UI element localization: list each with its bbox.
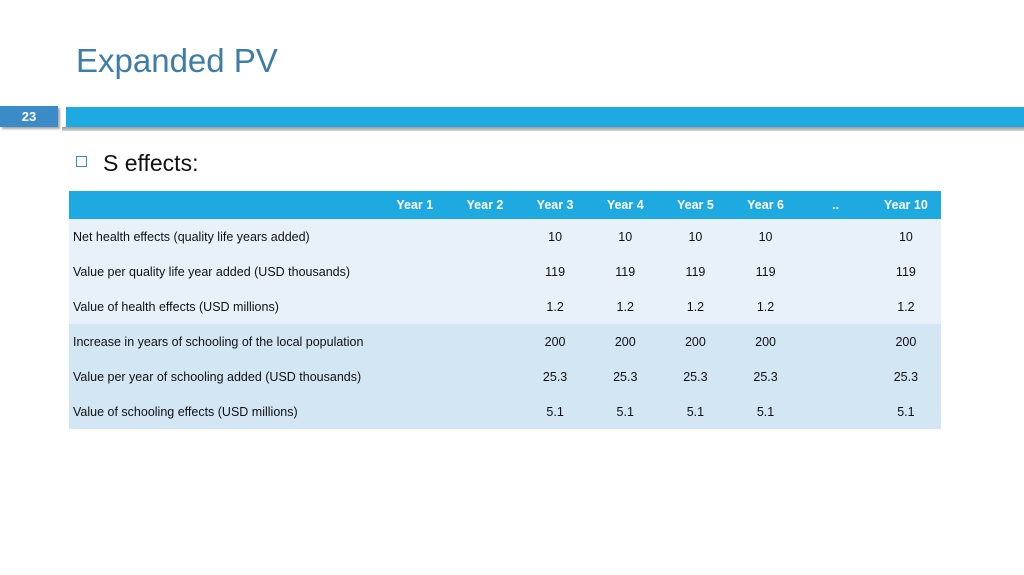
table-cell: 25.3 bbox=[730, 359, 801, 394]
table-cell bbox=[449, 219, 521, 254]
table-cell: 10 bbox=[730, 219, 801, 254]
bullet-item: S effects: bbox=[76, 150, 198, 177]
table-cell bbox=[379, 359, 450, 394]
table-cell bbox=[379, 289, 450, 324]
table-cell bbox=[800, 394, 871, 429]
header-cell bbox=[69, 191, 380, 219]
table-row: Increase in years of schooling of the lo… bbox=[69, 324, 941, 359]
table-cell bbox=[800, 219, 871, 254]
table-cell: 200 bbox=[590, 324, 661, 359]
table-cell: 5.1 bbox=[520, 394, 591, 429]
table-cell: 25.3 bbox=[590, 359, 661, 394]
table-cell: 119 bbox=[590, 254, 661, 289]
row-label: Value of schooling effects (USD millions… bbox=[69, 394, 380, 429]
table-cell: 5.1 bbox=[590, 394, 661, 429]
header-cell: Year 3 bbox=[520, 191, 591, 219]
table-cell: 1.2 bbox=[870, 289, 941, 324]
table-cell: 5.1 bbox=[730, 394, 801, 429]
table-row: Value of schooling effects (USD millions… bbox=[69, 394, 941, 429]
table-cell: 119 bbox=[660, 254, 731, 289]
row-label: Net health effects (quality life years a… bbox=[69, 219, 380, 254]
table-cell: 1.2 bbox=[590, 289, 661, 324]
row-label: Value per year of schooling added (USD t… bbox=[69, 359, 380, 394]
table-cell: 25.3 bbox=[870, 359, 941, 394]
header-cell: Year 1 bbox=[379, 191, 450, 219]
row-label: Value of health effects (USD millions) bbox=[69, 289, 380, 324]
table-cell: 25.3 bbox=[660, 359, 731, 394]
slide-number-badge: 23 bbox=[0, 106, 58, 127]
accent-bar-shadow bbox=[62, 127, 1024, 131]
table-cell bbox=[449, 359, 521, 394]
table-cell bbox=[449, 324, 521, 359]
table-cell: 1.2 bbox=[730, 289, 801, 324]
table-cell bbox=[379, 254, 450, 289]
table-cell: 119 bbox=[730, 254, 801, 289]
title-accent-bar bbox=[66, 107, 1024, 127]
table-row: Value of health effects (USD millions) 1… bbox=[69, 289, 941, 324]
table-cell: 10 bbox=[590, 219, 661, 254]
header-cell: Year 4 bbox=[590, 191, 661, 219]
table-cell: 200 bbox=[520, 324, 591, 359]
table-cell bbox=[800, 324, 871, 359]
table-cell bbox=[449, 254, 521, 289]
table-header-row: Year 1 Year 2 Year 3 Year 4 Year 5 Year … bbox=[69, 191, 941, 219]
header-cell: Year 10 bbox=[870, 191, 941, 219]
row-label: Value per quality life year added (USD t… bbox=[69, 254, 380, 289]
header-cell: Year 2 bbox=[449, 191, 521, 219]
table-cell: 200 bbox=[730, 324, 801, 359]
header-cell: Year 5 bbox=[660, 191, 731, 219]
table-cell: 10 bbox=[520, 219, 591, 254]
table-cell bbox=[379, 324, 450, 359]
table-cell bbox=[800, 359, 871, 394]
table-cell bbox=[800, 254, 871, 289]
table-cell: 1.2 bbox=[660, 289, 731, 324]
table-row: Value per quality life year added (USD t… bbox=[69, 254, 941, 289]
table-cell: 200 bbox=[660, 324, 731, 359]
table-row: Net health effects (quality life years a… bbox=[69, 219, 941, 254]
table-cell: 5.1 bbox=[660, 394, 731, 429]
table-cell: 5.1 bbox=[870, 394, 941, 429]
header-cell: Year 6 bbox=[730, 191, 801, 219]
table-cell: 119 bbox=[520, 254, 591, 289]
table-cell bbox=[449, 289, 521, 324]
square-bullet-icon bbox=[76, 156, 87, 167]
table-cell: 1.2 bbox=[520, 289, 591, 324]
slide-title: Expanded PV bbox=[76, 42, 278, 79]
table-cell bbox=[800, 289, 871, 324]
table-cell: 10 bbox=[870, 219, 941, 254]
table-row: Value per year of schooling added (USD t… bbox=[69, 359, 941, 394]
effects-table: Year 1 Year 2 Year 3 Year 4 Year 5 Year … bbox=[69, 191, 941, 429]
table-cell bbox=[379, 219, 450, 254]
table-cell bbox=[449, 394, 521, 429]
header-cell: .. bbox=[800, 191, 871, 219]
table-cell: 119 bbox=[870, 254, 941, 289]
table-cell: 25.3 bbox=[520, 359, 591, 394]
bullet-text: S effects: bbox=[103, 150, 199, 176]
table-cell: 200 bbox=[870, 324, 941, 359]
row-label: Increase in years of schooling of the lo… bbox=[69, 324, 380, 359]
table-cell: 10 bbox=[660, 219, 731, 254]
table-cell bbox=[379, 394, 450, 429]
